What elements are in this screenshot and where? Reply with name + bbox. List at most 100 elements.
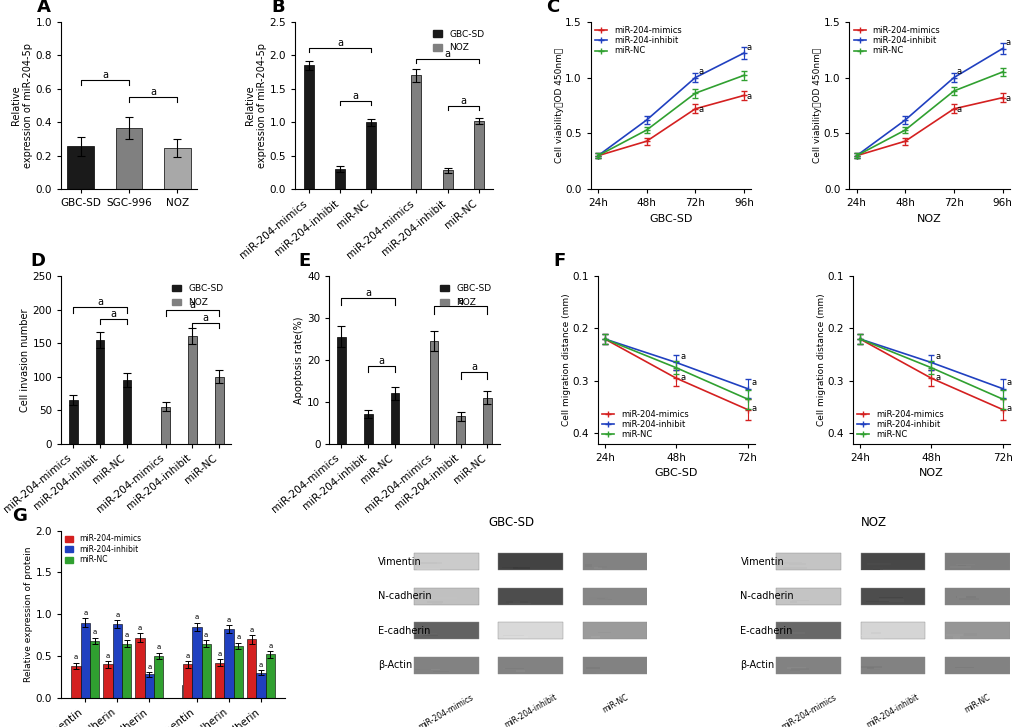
Text: a: a [259, 662, 263, 668]
Bar [390, 393, 399, 443]
Text: a: a [147, 664, 152, 670]
Bar [233, 646, 243, 698]
Bar [785, 632, 804, 634]
Bar [588, 598, 607, 600]
Bar [790, 668, 808, 670]
Bar [598, 566, 606, 568]
Text: a: a [746, 43, 751, 52]
Text: miR-204-inhibit: miR-204-inhibit [864, 693, 920, 727]
Bar [113, 624, 122, 698]
X-axis label: GBC-SD: GBC-SD [654, 468, 697, 478]
Text: a: a [84, 610, 88, 616]
Y-axis label: Apoptosis rate(%): Apoptosis rate(%) [294, 316, 305, 403]
Text: a: a [1005, 94, 1010, 103]
Text: a: a [97, 297, 103, 307]
Bar [122, 643, 131, 698]
Bar [944, 587, 1009, 605]
Bar [505, 601, 528, 603]
Bar [497, 622, 562, 639]
Text: β-Actin: β-Actin [378, 660, 412, 670]
Bar [337, 337, 345, 443]
Bar [224, 630, 233, 698]
Text: a: a [185, 653, 190, 659]
Bar [497, 656, 562, 674]
Bar [598, 670, 608, 672]
Bar [791, 631, 814, 634]
Bar [420, 669, 440, 670]
Bar [584, 564, 591, 567]
Y-axis label: Cell migration distance (mm): Cell migration distance (mm) [816, 294, 825, 426]
Bar [582, 622, 647, 639]
Bar [860, 587, 924, 605]
Bar [954, 667, 973, 668]
Text: a: a [680, 373, 685, 382]
Bar [122, 380, 131, 443]
Text: G: G [12, 507, 26, 524]
Bar [957, 565, 965, 566]
Bar [304, 65, 314, 189]
X-axis label: GBC-SD: GBC-SD [649, 214, 692, 224]
Bar [777, 562, 801, 564]
Text: E-cadherin: E-cadherin [740, 626, 792, 635]
Bar [775, 656, 841, 674]
Bar [516, 670, 525, 672]
Bar [791, 600, 808, 601]
Bar [247, 639, 256, 698]
Bar [513, 567, 530, 569]
Bar [944, 553, 1009, 570]
Bar [161, 406, 170, 443]
Bar [69, 400, 77, 443]
Bar [860, 635, 877, 636]
Bar [866, 667, 873, 669]
Bar [136, 638, 145, 698]
Bar [81, 622, 90, 698]
Text: a: a [698, 68, 703, 76]
Bar [426, 601, 443, 603]
Text: a: a [217, 651, 221, 657]
Text: a: a [751, 379, 756, 387]
Legend: miR-204-mimics, miR-204-inhibit, miR-NC: miR-204-mimics, miR-204-inhibit, miR-NC [65, 534, 141, 564]
Text: a: a [203, 313, 209, 323]
Bar [417, 568, 440, 570]
Bar [789, 563, 805, 565]
Text: miR-204-mimics: miR-204-mimics [779, 693, 837, 727]
Bar [590, 632, 613, 634]
Y-axis label: Relative
expression of miR-204-5p: Relative expression of miR-204-5p [245, 43, 266, 168]
Text: a: a [150, 87, 156, 97]
Bar [502, 635, 524, 636]
Bar [71, 666, 81, 698]
Text: a: a [190, 300, 196, 310]
Bar [504, 667, 524, 670]
Bar [483, 398, 491, 443]
Bar [590, 636, 599, 638]
Text: a: a [250, 627, 254, 632]
Y-axis label: Relative expression of protein: Relative expression of protein [23, 547, 33, 682]
Bar [790, 601, 797, 603]
Bar [870, 632, 880, 634]
Bar [90, 641, 99, 698]
Bar [955, 596, 975, 598]
Bar [414, 669, 430, 670]
Text: a: a [73, 654, 78, 660]
Bar [497, 553, 562, 570]
Bar [775, 587, 841, 605]
Text: D: D [31, 252, 46, 270]
Bar [411, 76, 421, 189]
Bar [510, 568, 522, 569]
Bar [595, 672, 611, 674]
Text: Vimentin: Vimentin [740, 557, 784, 566]
Bar [775, 622, 841, 639]
Text: N-cadherin: N-cadherin [740, 591, 793, 601]
Bar [182, 664, 193, 698]
Bar [866, 563, 891, 565]
Bar [860, 666, 880, 668]
Text: C: C [545, 0, 558, 16]
X-axis label: NOZ: NOZ [916, 214, 941, 224]
Text: a: a [268, 643, 272, 648]
Bar [949, 566, 970, 568]
Text: E-cadherin: E-cadherin [378, 626, 430, 635]
Bar [503, 636, 528, 638]
Bar [193, 627, 202, 698]
Bar [414, 656, 478, 674]
Bar [513, 601, 520, 603]
